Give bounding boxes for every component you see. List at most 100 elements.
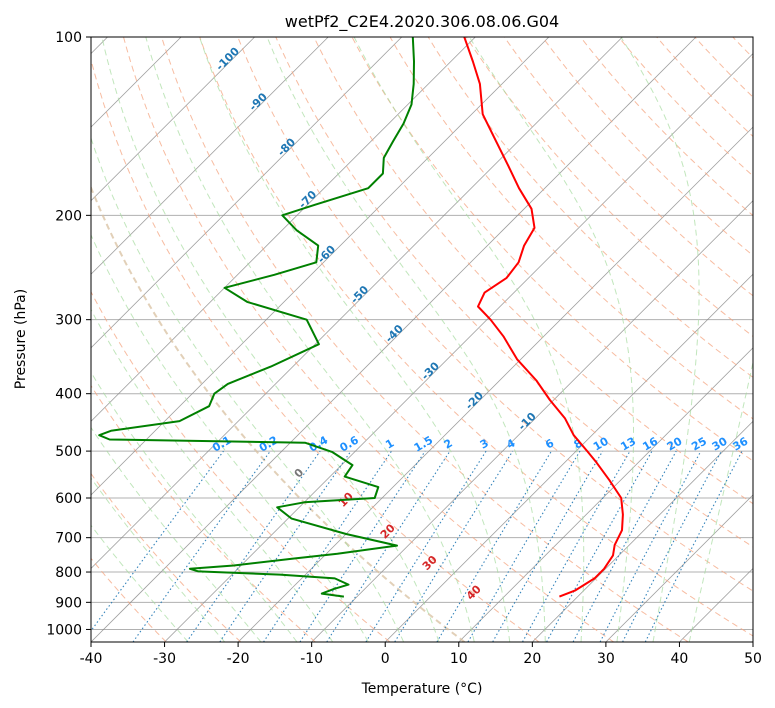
isotherm-line [679,567,753,642]
profiles [98,37,624,598]
moist-adiabat-line [91,136,405,642]
mixing-ratio-line [263,450,392,642]
x-tick-label: -10 [300,651,323,667]
plot-frame [90,36,754,643]
dry-adiabat-line [656,37,753,138]
isotherm-line [91,37,623,570]
moist-adiabat-line [266,37,546,642]
mixing-ratio-line [546,450,653,642]
y-tick-label: 600 [55,491,82,507]
x-tick-label: 20 [523,651,541,667]
x-tick-label: 30 [597,651,615,667]
dry-adiabat-line [580,37,753,217]
mixing-ratio-label: 6 [543,436,556,451]
isotherm-line [311,200,753,642]
y-tick-label: 200 [55,208,82,224]
isotherm-line [458,347,753,642]
x-tick-label: -20 [227,651,250,667]
mixing-ratio-line [186,450,321,642]
dry-adiabat-label: -30 [419,359,442,382]
moist-adiabat-line [91,524,189,642]
isotherm-line [384,273,753,642]
dry-adiabat-line [541,37,753,257]
dry-adiabat-label: -10 [516,410,539,433]
mixing-ratio-line [132,450,271,642]
dry-adiabat-line [503,37,753,297]
dry-adiabat-line [161,37,689,642]
dry-adiabat-line [237,37,753,592]
isotherm-line [605,494,753,642]
mixing-ratio-line [91,450,224,632]
dry-adiabat-label: -20 [463,389,486,412]
isotherm-line [91,37,403,349]
dry-adiabat-line [91,184,466,642]
x-axis: -40 -30 -20 -10 0 10 20 30 40 50 [80,642,762,667]
dry-adiabat-line [275,37,753,548]
y-tick-label: 1000 [46,622,82,638]
x-tick-label: 0 [381,651,390,667]
x-tick-label: -40 [80,651,103,667]
x-tick-label: 10 [450,651,468,667]
y-tick-label: 100 [55,30,82,46]
moist-adiabat-line [91,426,262,642]
moist-adiabat-line [91,371,298,642]
mixing-ratio-line [219,450,352,642]
y-axis: 100 200 300 400 500 600 700 800 900 1000 [46,30,91,638]
x-axis-label: Temperature (°C) [361,681,483,697]
dry-adiabat-line [732,37,753,59]
isotherm-line [532,420,753,642]
isotherm-line [91,37,476,422]
dry-adiabat-line [91,57,540,642]
moist-adiabat-label: 30 [420,553,440,573]
chart-title: wetPf2_C2E4.2020.306.08.06.G04 [285,12,559,32]
mixing-ratio-label: 4 [504,436,517,451]
moist-adiabat-line [688,360,753,642]
y-tick-label: 500 [55,444,82,460]
x-tick-label: -30 [153,651,176,667]
isotherm-line [91,37,329,275]
mixing-ratio-line [326,450,451,642]
isotherm-line [91,37,550,496]
mixing-ratio-line [394,450,514,642]
dry-adiabat-line [123,37,614,642]
moist-adiabat-line [101,37,440,642]
temperature-profile [463,37,624,598]
isotherm-line [752,641,753,642]
dry-adiabat-line [694,37,753,98]
dry-adiabat-line [771,37,775,642]
y-axis-label: Pressure (hPa) [13,289,29,389]
dry-adiabat-label: -80 [275,135,298,158]
mixing-ratio-line [644,450,743,642]
dry-adiabat-line [465,37,753,338]
dry-adiabat-line [199,37,753,637]
dry-adiabat-line [351,37,753,462]
moist-adiabat-line [91,477,226,642]
y-tick-label: 800 [55,565,82,581]
y-tick-label: 300 [55,313,82,329]
moist-adiabat-line [468,37,634,642]
dry-adiabat-line [313,37,753,505]
dry-adiabat-line [427,37,753,379]
dry-adiabat-line [389,37,753,420]
mixing-ratio-label: 3 [478,437,491,452]
y-tick-label: 400 [55,387,82,403]
isotherm-line [91,37,255,202]
isotherm-line [91,37,697,642]
y-tick-label: 700 [55,531,82,547]
dry-adiabat-line [91,472,242,642]
mixing-ratio-label: 2 [442,437,455,452]
dry-adiabat-line [91,384,316,642]
mixing-ratio-line [522,450,631,642]
isotherm-line [237,126,753,642]
mixing-ratio-line [436,450,552,642]
moist-adiabat-line [91,233,369,642]
isotherm-line [164,52,753,642]
moist-adiabat-line [91,308,334,642]
dry-adiabat-line [91,290,391,642]
mixing-ratio-line [299,450,426,642]
moist-adiabat-line [199,37,511,642]
moist-adiabat-label: 0 [292,466,307,481]
moist-adiabat-line [145,37,475,642]
dry-adiabat-label: -100 [213,44,242,73]
y-tick-label: 900 [55,595,82,611]
